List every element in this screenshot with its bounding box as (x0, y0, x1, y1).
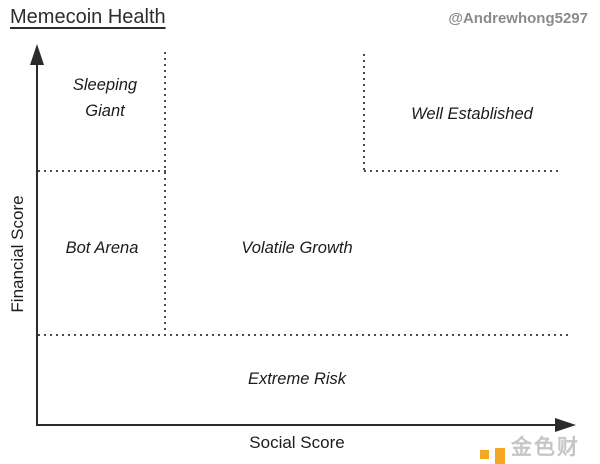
x-axis-line (37, 424, 558, 426)
divider-horizontal-upper-right (364, 170, 558, 172)
region-label-bot-arena: Bot Arena (65, 239, 139, 257)
divider-horizontal-bottom (38, 334, 570, 336)
region-label-volatile-growth: Volatile Growth (241, 239, 353, 257)
watermark-text: 金色财经 (511, 436, 580, 459)
jinse-finance-watermark: 金色财经 (480, 431, 600, 464)
jinse-blocks-icon (480, 447, 506, 464)
divider-horizontal-upper-left (38, 170, 166, 172)
y-axis-line (36, 50, 38, 426)
divider-vertical-left (164, 52, 166, 334)
divider-vertical-right (363, 54, 365, 171)
y-axis-label: Financial Score (8, 195, 27, 313)
y-axis-arrow-icon (30, 44, 44, 65)
logo-block-vertical (495, 447, 505, 464)
page-title: Memecoin Health (10, 6, 166, 28)
x-axis-arrow-icon (555, 418, 576, 432)
author-handle: @Andrewhong5297 (448, 10, 588, 27)
region-label-extreme-risk: Extreme Risk (247, 370, 347, 388)
region-label-sleeping-giant: Sleeping Giant (72, 76, 138, 120)
region-label-well-established: Well Established (411, 105, 533, 123)
logo-block-small (480, 449, 489, 459)
x-axis-label: Social Score (249, 433, 345, 452)
